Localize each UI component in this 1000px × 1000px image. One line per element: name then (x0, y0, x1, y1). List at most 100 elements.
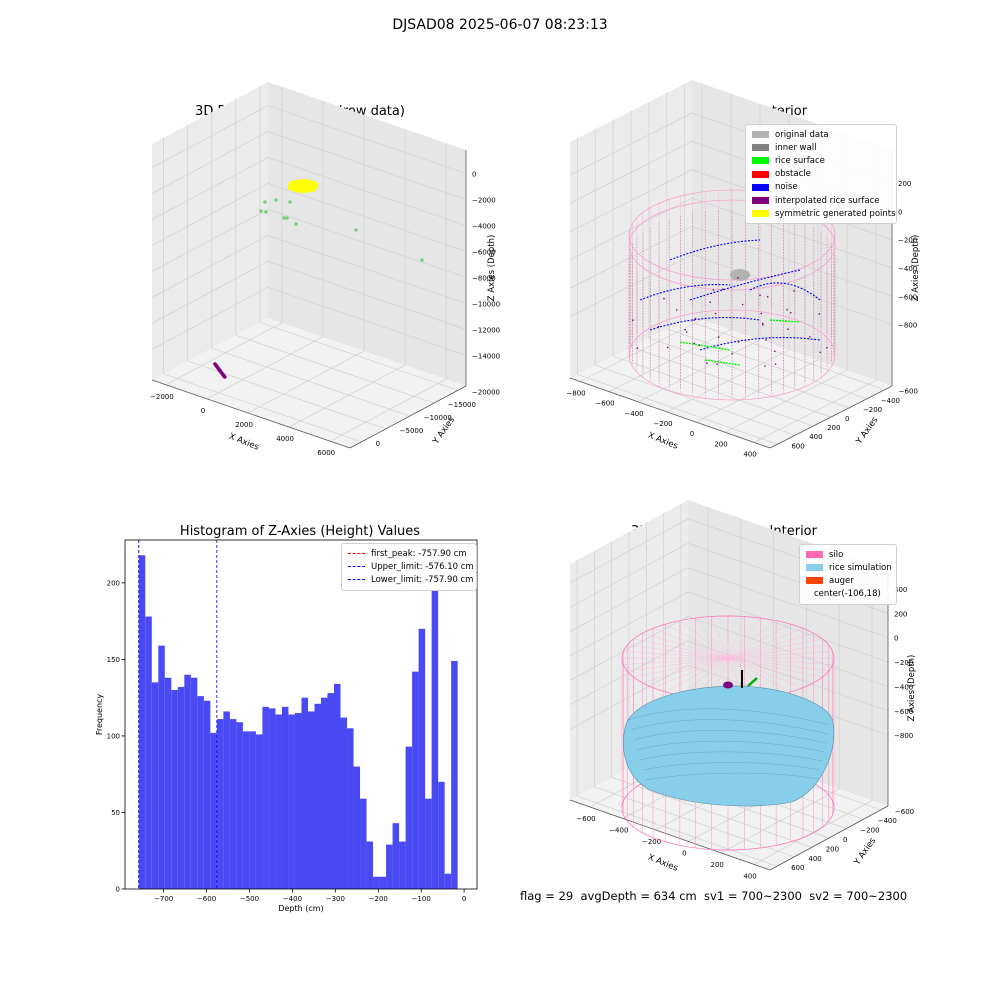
interpolated-point (737, 341, 740, 343)
x-tick-label: 2000 (235, 421, 253, 429)
legend-label: rice surface (775, 155, 825, 166)
x-tick-label: −2000 (150, 393, 174, 401)
histogram-bar (145, 616, 152, 889)
silo-roof-wire (727, 633, 814, 659)
rice-surface-point (294, 222, 298, 226)
surface-mesh-line (645, 772, 819, 781)
grid-line (151, 105, 467, 174)
x-tick-label: −700 (154, 895, 173, 903)
legend-entry: Lower_limit: -757.90 cm (348, 573, 474, 586)
histogram-bar (360, 798, 367, 889)
grid-line (569, 591, 889, 663)
y-tick-label: 150 (107, 656, 120, 664)
legend-label: symmetric generated points (775, 208, 896, 219)
silo-roof-wire (727, 620, 777, 659)
y-tick-label: 200 (827, 424, 840, 432)
interpolated-point (774, 350, 776, 353)
z-tick-label: −6000 (472, 248, 496, 256)
interpolated-point (666, 346, 669, 349)
histogram-legend: first_peak: -757.90 cm Upper_limit: -576.… (341, 543, 477, 591)
histogram-bar (451, 660, 458, 889)
silo-roof-wire (727, 617, 761, 659)
silo-roof-wire (727, 638, 823, 659)
rice-surface-point (282, 216, 286, 220)
grid-line (684, 319, 885, 391)
legend-label: obstacle (775, 169, 811, 180)
grid-line (151, 260, 467, 330)
interpolated-point (787, 328, 789, 330)
silo-roof-wire (679, 620, 729, 659)
y-tick-label: −200 (863, 406, 882, 414)
silo-roof-wire (623, 651, 729, 659)
histogram-bar (151, 682, 159, 889)
legend-entry: noise (752, 181, 890, 194)
histogram-bar (392, 823, 400, 889)
legend-label: original data (775, 129, 829, 140)
x-tick-label: −100 (412, 895, 431, 903)
left-pane (152, 82, 268, 380)
x-tick-label: −800 (566, 390, 585, 398)
y-tick-label: 0 (376, 440, 380, 448)
interpolated-point (636, 347, 639, 349)
panel3-title: Histogram of Z-Axies (Height) Values (179, 524, 421, 539)
x-tick-label: −300 (326, 895, 345, 903)
x-tick-label: −200 (369, 895, 388, 903)
panel2-legend: original data inner wall rice surface obsta… (745, 124, 897, 225)
rice-surface-points (769, 319, 801, 323)
y-tick-label: −20000 (472, 388, 500, 396)
status-footer: flag = 29 avgDepth = 634 cm sv1 = 700~23… (520, 889, 908, 903)
interpolated-point (222, 375, 227, 379)
interpolated-point (712, 289, 715, 291)
grid-line (612, 355, 814, 427)
x-axis-line (151, 379, 351, 449)
z-axis-label: Z Axies (Depth) (907, 655, 917, 722)
rice-surface-point (285, 216, 289, 220)
grid-line (630, 346, 832, 418)
interpolated-point (716, 363, 718, 366)
grid-line (247, 350, 365, 414)
interpolated-point (684, 328, 686, 331)
legend-entry: symmetric generated points (752, 207, 896, 220)
x-axis-line (569, 377, 771, 449)
x-tick-label: −200 (642, 838, 661, 846)
y-tick-label: 0 (116, 886, 120, 894)
histogram-bar (386, 844, 393, 889)
legend-line-sample (348, 566, 365, 568)
grid-line (235, 334, 434, 404)
interpolated-point (706, 362, 708, 365)
histogram-bar (399, 841, 406, 889)
histogram-bar (301, 697, 308, 889)
rice-surface-point (288, 200, 292, 204)
rice-surface-points (679, 341, 731, 351)
grid-line (151, 157, 467, 226)
legend-entry: silo (806, 548, 890, 561)
surface-mesh-line (627, 708, 831, 726)
silo-roof-wire (727, 623, 791, 659)
grid-line (288, 364, 406, 428)
grid-line (151, 209, 467, 278)
histogram-bar (405, 746, 413, 889)
histogram-bar (373, 876, 380, 889)
rice-surface-point (264, 210, 268, 214)
y-axis-label: Y Axies (854, 415, 881, 447)
plot-frame (124, 539, 478, 890)
legend-label: noise (775, 182, 798, 193)
silo-roof-wire (679, 657, 729, 696)
histogram-bar (249, 731, 256, 889)
legend-label: Lower_limit: -757.90 cm (371, 574, 474, 585)
y-tick-label: −400 (881, 397, 900, 405)
interpolated-point (698, 344, 701, 347)
original-data-cluster (730, 269, 750, 281)
z-tick-label: −200 (894, 659, 913, 667)
legend-label: inner wall (775, 142, 817, 153)
interpolated-point (819, 351, 822, 354)
histogram-bar (340, 717, 348, 889)
histogram-bar (294, 712, 302, 889)
silo-roof-wire (727, 616, 745, 659)
silo-roof-wire (623, 657, 729, 665)
interpolated-point (766, 295, 769, 298)
histogram-bar (268, 708, 276, 889)
histogram-bar (275, 714, 282, 889)
interpolated-point (714, 312, 717, 315)
grid-line (165, 322, 283, 386)
